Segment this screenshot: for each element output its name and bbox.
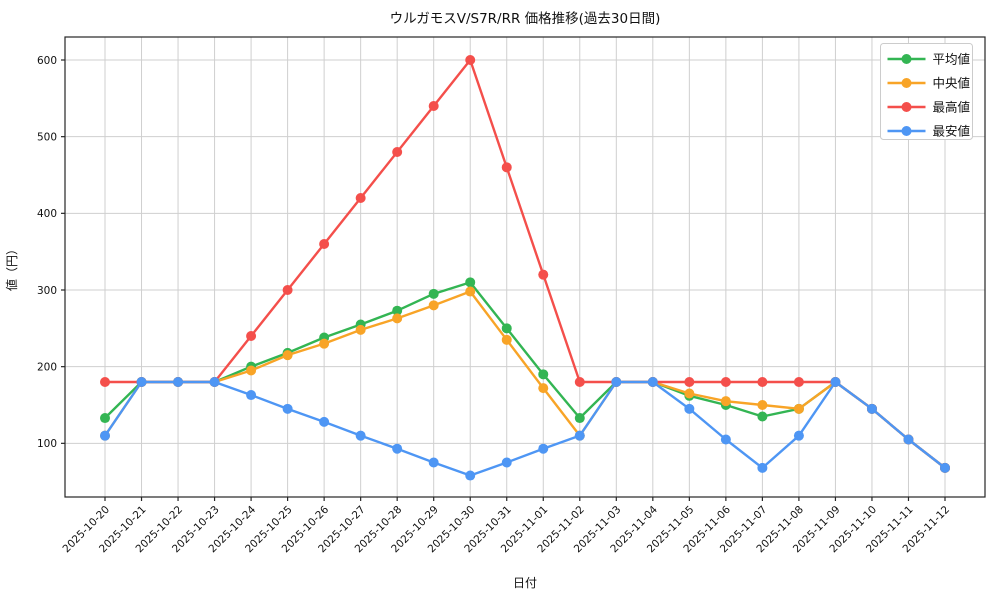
series-min-point — [282, 403, 293, 414]
series-lines — [100, 55, 950, 481]
series-median-line — [103, 290, 947, 470]
series-min-point — [903, 434, 914, 445]
legend-marker — [901, 78, 912, 88]
series-median-point — [282, 350, 293, 361]
series-min-point — [538, 443, 549, 454]
legend-marker — [901, 126, 912, 136]
series-average-point — [538, 369, 549, 380]
y-tick-label: 300 — [37, 285, 57, 297]
series-average-point — [757, 411, 768, 422]
series-min-point — [173, 377, 184, 387]
legend-item-median: 中央値 — [887, 76, 971, 91]
series-max-point — [501, 162, 512, 173]
series-max-point — [319, 239, 330, 249]
series-max-point — [793, 377, 804, 387]
series-min-point — [428, 457, 439, 468]
series-median-point — [684, 388, 695, 399]
series-average-point — [501, 323, 512, 334]
series-median-point — [501, 334, 512, 345]
legend-marker — [901, 54, 912, 64]
series-min-point — [392, 443, 403, 454]
series-average-line — [103, 281, 947, 470]
series-max-point — [100, 377, 110, 387]
series-median-point — [319, 338, 330, 349]
plot-border — [64, 36, 986, 498]
y-axis-label: 値（円） — [4, 243, 19, 291]
series-min-point — [793, 430, 804, 441]
series-min — [100, 377, 950, 481]
legend-label: 最安値 — [933, 124, 971, 139]
series-max-line — [103, 58, 947, 470]
series-min-point — [757, 462, 768, 473]
legend-item-average: 平均値 — [887, 52, 971, 67]
y-tick-label: 200 — [37, 361, 57, 373]
y-tick-label: 500 — [37, 131, 57, 143]
series-max-point — [246, 331, 257, 341]
series-median-point — [465, 286, 476, 297]
series-min-point — [501, 457, 512, 468]
series-median-point — [392, 313, 403, 324]
series-max-point — [282, 285, 293, 295]
series-median-point — [428, 300, 439, 311]
series-median — [100, 286, 950, 473]
series-min-point — [100, 430, 110, 441]
series-min-point — [465, 470, 476, 481]
series-average-point — [392, 305, 403, 316]
series-max-point — [465, 55, 476, 65]
series-average-point — [428, 288, 439, 299]
series-min-point — [246, 390, 257, 401]
series-average-point — [100, 413, 110, 424]
legend-label: 中央値 — [933, 76, 971, 91]
series-min-point — [940, 462, 950, 473]
y-tick-label: 600 — [37, 55, 57, 67]
legend-label: 最高値 — [933, 100, 971, 115]
series-max-point — [757, 377, 768, 387]
x-axis-label: 日付 — [513, 576, 537, 590]
plot-border-rect — [64, 36, 986, 498]
series-median-point — [720, 396, 731, 407]
series-median-point — [757, 400, 768, 410]
series-min-point — [720, 434, 731, 445]
series-median-point — [793, 403, 804, 414]
series-min-point — [574, 430, 585, 441]
series-average-point — [574, 413, 585, 424]
series-min-point — [209, 377, 220, 387]
series-median-point — [355, 324, 366, 335]
series-max-point — [684, 377, 695, 387]
series-median-point — [538, 383, 549, 394]
series-max-point — [428, 101, 439, 111]
series-min-point — [136, 377, 147, 387]
series-average-point — [465, 277, 476, 288]
series-min-point — [355, 430, 366, 441]
legend-marker — [901, 102, 912, 112]
series-max-point — [538, 269, 549, 280]
legend-label: 平均値 — [933, 52, 971, 67]
legend-box — [880, 43, 973, 140]
series-min-point — [866, 403, 877, 414]
series-min-point — [611, 377, 622, 387]
grid-lines — [65, 37, 985, 497]
series-max — [100, 55, 950, 473]
series-median-point — [246, 365, 257, 376]
series-min-point — [647, 377, 658, 387]
series-min-line — [103, 380, 947, 477]
series-max-point — [720, 377, 731, 387]
series-min-point — [830, 377, 841, 387]
y-tick-label: 100 — [37, 438, 57, 450]
series-max-point — [355, 193, 366, 203]
series-max-point — [392, 147, 403, 157]
legend-item-min: 最安値 — [887, 124, 971, 139]
series-min-point — [684, 403, 695, 414]
legend-item-max: 最高値 — [887, 100, 971, 115]
y-tick-label: 400 — [37, 208, 57, 220]
chart-title: ウルガモスV/S7R/RR 価格推移(過去30日間) — [390, 11, 661, 27]
series-min-point — [319, 416, 330, 427]
series-max-point — [574, 377, 585, 387]
